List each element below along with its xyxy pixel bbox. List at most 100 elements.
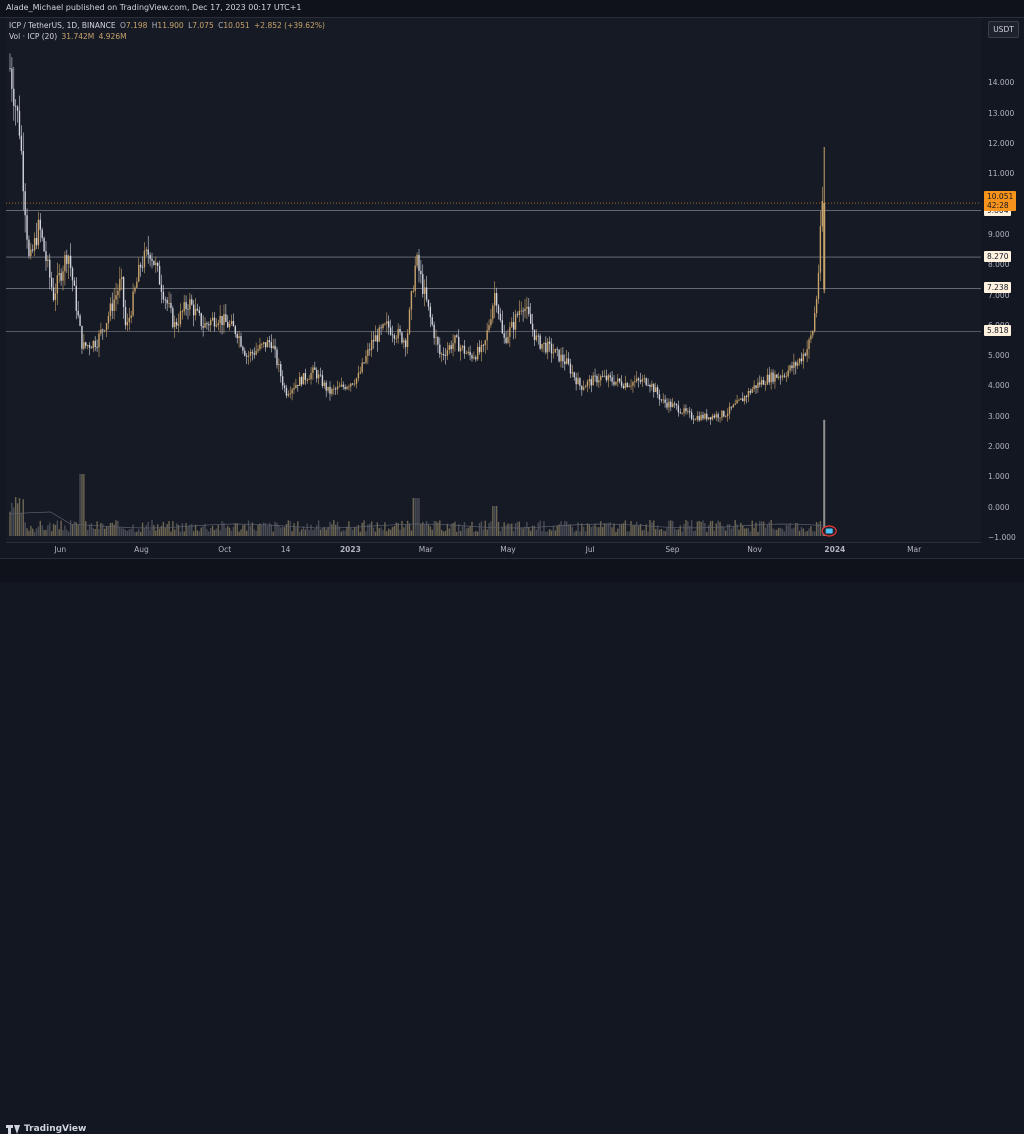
candle-body <box>581 385 583 390</box>
volume-bar <box>285 523 288 536</box>
candle-body <box>429 306 432 318</box>
candle-body <box>509 327 511 337</box>
candle-body <box>211 317 214 321</box>
candle-body <box>314 367 316 370</box>
chart-pane[interactable] <box>6 18 982 542</box>
volume-bar <box>512 531 515 536</box>
volume-bar <box>405 524 407 536</box>
candle-body <box>365 356 367 363</box>
volume-bar <box>441 529 443 536</box>
candle-body <box>369 349 371 351</box>
candle-body <box>594 375 596 377</box>
candle-body <box>651 384 653 387</box>
candle-body <box>439 344 441 355</box>
candle-body <box>785 376 788 378</box>
candle-body <box>370 340 373 351</box>
volume-bar <box>232 526 235 536</box>
candle-body <box>821 200 823 227</box>
tradingview-logo[interactable]: TradingView <box>6 1124 86 1134</box>
volume-bar <box>757 531 759 536</box>
x-tick-label: Mar <box>907 545 922 554</box>
candle-body <box>113 299 115 311</box>
candle-body <box>577 378 579 385</box>
y-tick-label: 11.000 <box>988 169 1015 179</box>
candle-body <box>425 287 428 300</box>
candle-body <box>64 255 66 272</box>
volume-bar <box>709 521 712 536</box>
volume-bar <box>706 531 708 536</box>
volume-bar <box>43 529 45 536</box>
candle-body <box>503 333 505 338</box>
candle-body <box>264 342 267 348</box>
volume-bar <box>677 529 680 536</box>
volume-bar <box>418 498 420 536</box>
symbol-legend: ICP / TetherUS, 1D, BINANCE O7.198 H11.9… <box>9 21 327 30</box>
candle-body <box>166 299 168 304</box>
time-axis[interactable] <box>6 542 981 559</box>
candle-body <box>558 349 560 362</box>
volume-bar <box>475 530 477 536</box>
volume-bar <box>52 523 55 536</box>
volume-bar <box>71 524 74 536</box>
candle-body <box>147 249 149 255</box>
candle-body <box>694 419 697 421</box>
candle-body <box>609 375 611 378</box>
volume-bar <box>764 527 767 536</box>
candle-body <box>713 415 716 418</box>
volume-bar <box>539 520 541 536</box>
candle-body <box>257 349 259 351</box>
volume-bar <box>242 525 244 536</box>
volume-bar <box>795 522 797 536</box>
candle-body <box>187 308 189 310</box>
volume-bar <box>183 531 185 536</box>
volume-bar <box>776 529 778 536</box>
candle-body <box>459 347 462 352</box>
candle-body <box>334 388 337 390</box>
currency-button[interactable]: USDT <box>988 21 1019 38</box>
candle-body <box>528 306 530 315</box>
volume-bar <box>391 527 394 536</box>
candle-body <box>762 380 765 385</box>
volume-bar <box>272 531 274 536</box>
candle-body <box>427 299 430 307</box>
candle-body <box>387 321 390 328</box>
volume-bar <box>92 528 95 536</box>
candle-body <box>75 285 77 311</box>
price-axis[interactable] <box>981 18 1024 542</box>
candle-body <box>96 346 98 348</box>
candle-body <box>338 386 341 388</box>
candle-body <box>791 365 793 369</box>
candle-body <box>33 237 36 251</box>
volume-bar <box>802 528 805 536</box>
candle-body <box>702 414 704 419</box>
volume-bar <box>334 524 337 536</box>
candle-body <box>353 383 356 385</box>
volume-bar <box>609 522 611 536</box>
candle-body <box>310 372 312 380</box>
volume-ma-line <box>9 511 823 529</box>
candle-body <box>121 277 123 280</box>
volume-bar <box>694 530 697 536</box>
candle-body <box>707 417 710 420</box>
candle-body <box>749 391 752 393</box>
volume-bar <box>24 522 26 536</box>
candle-body <box>221 315 223 326</box>
symbol-label[interactable]: ICP / TetherUS, 1D, BINANCE <box>9 21 116 30</box>
volume-bar <box>456 531 458 536</box>
candle-body <box>742 398 744 402</box>
volume-bar <box>174 529 176 536</box>
volume-bar <box>728 524 731 536</box>
volume-bar <box>556 525 558 536</box>
volume-bar <box>128 529 130 536</box>
volume-bar <box>37 526 40 536</box>
candle-body <box>709 417 712 420</box>
volume-bar <box>380 527 382 536</box>
volume-bar <box>257 525 259 536</box>
volume-bar <box>47 525 49 536</box>
y-tick-label: −1.000 <box>988 533 1016 542</box>
candle-body <box>796 362 799 366</box>
candle-body <box>249 351 252 356</box>
volume-label[interactable]: Vol · ICP (20) <box>9 32 58 41</box>
volume-bar <box>168 521 170 536</box>
candle-body <box>569 363 572 374</box>
